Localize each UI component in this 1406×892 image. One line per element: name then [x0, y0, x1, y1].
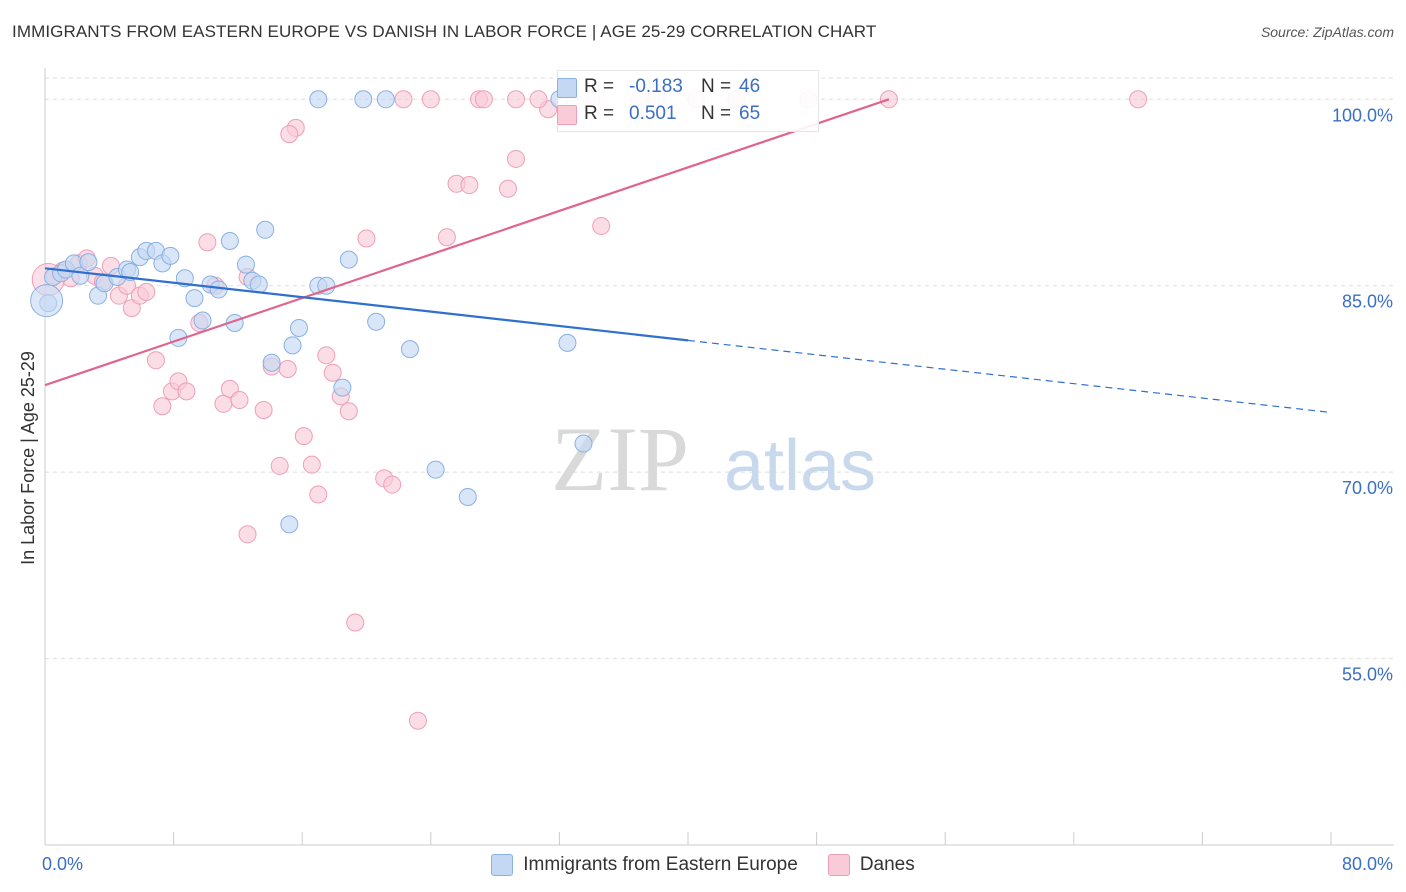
eastern-europe-point: [458, 488, 477, 506]
legend-swatch-pink: [557, 105, 577, 125]
eastern-europe-point: [220, 231, 239, 250]
legend-n-label: N =: [701, 76, 732, 97]
danes-point: [421, 90, 440, 109]
y-tick-label: 55.0%: [1342, 665, 1393, 685]
danes-point: [357, 229, 376, 248]
danes-point: [506, 90, 525, 109]
eastern-europe-point: [376, 90, 395, 109]
watermark: ZIP atlas: [551, 408, 876, 510]
chart-source: Source: ZipAtlas.com: [1260, 24, 1394, 40]
correlation-legend: R = -0.183 N = 46 R = 0.501 N = 65: [557, 70, 819, 132]
danes-point: [294, 427, 313, 446]
trend-lines: [44, 98, 1332, 414]
legend-row-eastern-europe: R = -0.183 N = 46: [557, 74, 761, 100]
eastern-europe-point: [236, 255, 255, 274]
tick-labels: 100.0% 85.0% 70.0% 55.0% 0.0% 80.0%: [42, 105, 1393, 874]
danes-point: [238, 525, 257, 544]
eastern-europe-point: [367, 312, 386, 331]
eastern-europe-point: [249, 275, 268, 294]
axes-layer: [44, 68, 1394, 846]
eastern-europe-point: [79, 253, 98, 272]
eastern-europe-point: [339, 250, 358, 269]
legend-swatch-blue: [557, 78, 577, 98]
eastern-europe-point: [161, 246, 180, 265]
danes-point: [498, 179, 517, 198]
danes-point: [506, 149, 525, 168]
eastern-europe-point: [193, 311, 212, 330]
danes-point: [270, 456, 289, 475]
watermark-zip: ZIP: [551, 408, 689, 510]
eastern-europe-trend-extension: [687, 339, 1332, 414]
danes-trend-line: [44, 98, 890, 387]
legend-n-value: 65: [739, 103, 761, 124]
danes-point: [323, 363, 342, 382]
eastern-europe-point: [262, 353, 281, 372]
x-tick-label: 0.0%: [42, 854, 83, 874]
eastern-europe-point: [558, 333, 577, 352]
eastern-europe-point: [400, 340, 419, 359]
danes-point: [592, 217, 611, 236]
eastern-europe-point: [283, 336, 302, 355]
series-legend: Immigrants from Eastern Europe Danes: [0, 852, 1406, 878]
eastern-europe-point: [574, 434, 593, 453]
y-tick-label: 85.0%: [1342, 292, 1393, 312]
legend-n-value: 46: [739, 76, 761, 97]
watermark-atlas: atlas: [724, 426, 876, 506]
eastern-europe-point: [354, 90, 373, 109]
y-axis-label: In Labor Force | Age 25-29: [18, 351, 38, 565]
danes-point: [408, 711, 427, 730]
danes-point: [230, 391, 249, 410]
danes-point: [198, 233, 217, 252]
danes-point: [302, 455, 321, 474]
danes-point: [280, 125, 299, 144]
danes-point: [383, 475, 402, 494]
eastern-europe-point: [289, 318, 308, 337]
danes-point: [317, 346, 336, 365]
grid-layer: [45, 77, 1394, 660]
eastern-europe-point: [333, 378, 352, 397]
danes-point: [394, 90, 413, 109]
danes-point: [309, 485, 328, 504]
series-legend-label: Immigrants from Eastern Europe: [523, 854, 798, 875]
danes-point: [1129, 90, 1148, 109]
legend-r-label: R =: [584, 103, 615, 124]
legend-r-value: -0.183: [629, 76, 683, 97]
danes-point: [529, 90, 548, 109]
danes-point: [339, 402, 358, 421]
eastern-europe-point: [280, 515, 299, 534]
danes-point: [177, 382, 196, 401]
legend-r-value: 0.501: [629, 103, 677, 124]
eastern-europe-trend-line: [44, 267, 689, 342]
eastern-europe-point: [185, 289, 204, 308]
danes-point: [437, 228, 456, 247]
y-tick-label: 100.0%: [1332, 105, 1393, 125]
x-tick-label: 80.0%: [1342, 854, 1393, 874]
eastern-europe-large-point: [30, 284, 64, 318]
danes-point: [278, 359, 297, 378]
series-legend-swatch-blue: [491, 854, 514, 876]
series-legend-label: Danes: [859, 854, 915, 875]
eastern-europe-point: [317, 276, 336, 295]
legend-r-label: R =: [584, 76, 615, 97]
eastern-europe-point: [426, 460, 445, 479]
danes-point: [254, 401, 273, 419]
series-legend-item-eastern-europe: Immigrants from Eastern Europe: [491, 852, 798, 878]
series-legend-swatch-pink: [827, 854, 850, 876]
danes-point: [137, 282, 156, 301]
eastern-europe-point: [256, 220, 275, 239]
danes-point: [153, 397, 172, 416]
chart-title: IMMIGRANTS FROM EASTERN EUROPE VS DANISH…: [12, 22, 877, 41]
legend-row-danes: R = 0.501 N = 65: [557, 101, 761, 127]
series-legend-item-danes: Danes: [827, 852, 915, 878]
y-tick-label: 70.0%: [1342, 478, 1393, 498]
danes-point: [474, 90, 493, 109]
danes-point: [460, 176, 479, 195]
danes-point: [346, 613, 365, 632]
danes-point: [146, 351, 165, 370]
eastern-europe-point: [309, 90, 328, 109]
legend-n-label: N =: [701, 103, 732, 124]
